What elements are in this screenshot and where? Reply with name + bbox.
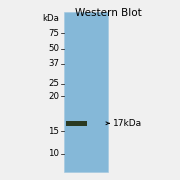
Text: 25: 25 <box>48 79 59 88</box>
Text: kDa: kDa <box>42 14 59 23</box>
Bar <box>64 12 108 172</box>
Text: 17kDa: 17kDa <box>112 119 142 128</box>
Text: 15: 15 <box>48 127 59 136</box>
Text: 50: 50 <box>48 44 59 53</box>
Text: 75: 75 <box>48 29 59 38</box>
Text: 37: 37 <box>48 59 59 68</box>
Bar <box>66 121 87 126</box>
Text: 10: 10 <box>48 149 59 158</box>
Text: 20: 20 <box>48 92 59 101</box>
Text: Western Blot: Western Blot <box>75 8 141 18</box>
